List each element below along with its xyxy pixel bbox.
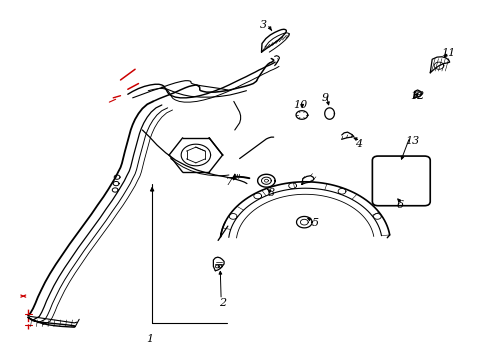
- Text: 5: 5: [311, 218, 318, 228]
- Text: 10: 10: [293, 100, 307, 110]
- Text: 13: 13: [404, 136, 419, 146]
- Text: 8: 8: [267, 188, 274, 198]
- Text: 6: 6: [396, 200, 403, 210]
- Text: 9: 9: [321, 93, 327, 103]
- Text: 11: 11: [441, 48, 455, 58]
- Text: 3: 3: [259, 19, 266, 30]
- Text: 1: 1: [146, 334, 153, 344]
- Text: 7: 7: [225, 177, 232, 187]
- Text: 2: 2: [219, 298, 226, 308]
- Text: 12: 12: [409, 91, 424, 101]
- Text: 4: 4: [354, 139, 362, 149]
